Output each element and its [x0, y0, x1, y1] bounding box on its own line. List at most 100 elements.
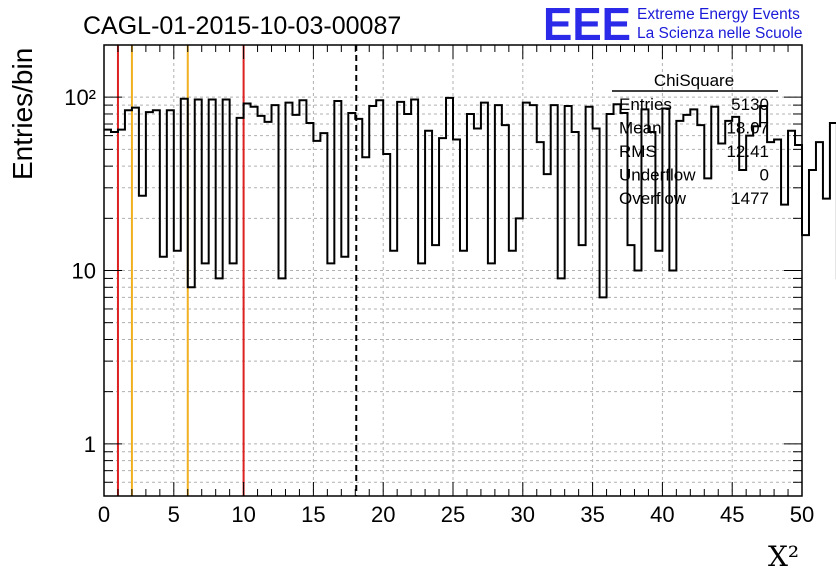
histogram-bin — [732, 117, 739, 496]
histogram-bin — [523, 103, 530, 496]
logo-line-1: Extreme Energy Events — [637, 6, 800, 23]
histogram-bin — [313, 141, 320, 496]
histogram-bin — [739, 170, 746, 496]
histogram-bin — [565, 106, 572, 496]
histogram-bin — [558, 278, 565, 496]
stats-value: 0 — [760, 166, 769, 185]
histogram-bin — [516, 218, 523, 496]
histogram-bin — [718, 144, 725, 496]
histogram-bin — [697, 125, 704, 496]
histogram-bin — [648, 132, 655, 496]
stats-label: Overflow — [619, 189, 687, 208]
histogram-bin — [237, 118, 244, 496]
stats-box: ChiSquare Entries 5130 Mean 18.07 RMS 12.41 Un… — [612, 71, 778, 208]
stats-title: ChiSquare — [654, 71, 734, 90]
x-tick-label: 20 — [371, 502, 395, 527]
histogram-bin — [530, 105, 537, 496]
logo-mark: EEE — [543, 0, 631, 50]
histogram-bin — [279, 278, 286, 496]
y-axis-label: Entries/bin — [7, 48, 38, 180]
histogram-bin — [376, 100, 383, 496]
histogram-outline — [104, 96, 836, 299]
histogram-bin — [809, 170, 816, 496]
histogram-bin — [139, 196, 146, 496]
histogram-bin — [788, 131, 795, 496]
histogram-bin — [544, 174, 551, 496]
histogram-bin — [167, 110, 174, 496]
histogram-bin — [823, 199, 830, 496]
histogram — [104, 96, 836, 497]
histogram-bin — [704, 178, 711, 496]
histogram-bin — [669, 271, 676, 497]
stats-value: 5130 — [731, 95, 769, 114]
histogram-bin — [160, 257, 167, 496]
stats-label: Mean — [619, 119, 662, 138]
histogram-bin — [502, 125, 509, 496]
histogram-bin — [781, 205, 788, 496]
histogram-bin — [711, 107, 718, 496]
histogram-bin — [586, 107, 593, 496]
histogram-bin — [216, 278, 223, 496]
histogram-bin — [111, 132, 118, 496]
x-tick-label: 50 — [790, 502, 814, 527]
histogram-bin — [467, 114, 474, 496]
x-tick-label: 10 — [231, 502, 255, 527]
stats-label: Entries — [619, 95, 672, 114]
stats-label: Underflow — [619, 166, 696, 185]
histogram-bin — [579, 245, 586, 496]
histogram-bin — [383, 154, 390, 496]
histogram-bin — [258, 116, 265, 496]
x-axis-ticks: 0 5 10 15 20 25 30 35 40 45 50 — [98, 45, 814, 527]
histogram-bin — [634, 271, 641, 497]
histogram-bin — [306, 123, 313, 496]
histogram-bin — [600, 297, 607, 496]
y-axis-ticks: 1 10 10² — [64, 44, 802, 497]
logo-line-2: La Scienza nelle Scuole — [637, 25, 802, 42]
x-tick-label: 30 — [511, 502, 535, 527]
histogram-bin — [146, 112, 153, 496]
stats-value: 1477 — [731, 189, 769, 208]
histogram-bin — [334, 101, 341, 496]
histogram-bin — [551, 105, 558, 496]
histogram-bin — [397, 102, 404, 496]
histogram-bin — [474, 128, 481, 496]
histogram-bin — [537, 142, 544, 496]
histogram-bin — [593, 128, 600, 496]
y-tick-label: 10 — [72, 259, 96, 284]
histogram-bin — [425, 131, 432, 496]
histogram-bin — [285, 103, 292, 496]
histogram-bin — [299, 100, 306, 496]
histogram-bin — [104, 130, 111, 496]
eee-logo: EEE Extreme Energy Events La Scienza nel… — [543, 0, 802, 50]
histogram-bin — [432, 245, 439, 496]
histogram-bin — [125, 110, 132, 496]
histogram-bin — [348, 113, 355, 496]
histogram-bin — [292, 115, 299, 496]
x-tick-label: 25 — [441, 502, 465, 527]
histogram-bin — [774, 139, 781, 496]
x-axis-label: X² — [768, 540, 799, 572]
histogram-bin — [481, 103, 488, 496]
histogram-bin — [802, 235, 809, 496]
x-tick-label: 0 — [98, 502, 110, 527]
x-tick-label: 15 — [301, 502, 325, 527]
stats-value: 18.07 — [726, 119, 769, 138]
histogram-bin — [404, 114, 411, 496]
histogram-bin — [153, 110, 160, 496]
histogram-bin — [251, 107, 258, 496]
stats-label: RMS — [619, 142, 657, 161]
histogram-bin — [607, 114, 614, 496]
histogram-bin — [244, 103, 251, 496]
histogram-bin — [439, 138, 446, 496]
x-tick-label: 40 — [650, 502, 674, 527]
histogram-bin — [341, 257, 348, 496]
chart-title: CAGL-01-2015-10-03-00087 — [83, 12, 401, 40]
histogram-bin — [760, 106, 767, 496]
histogram-bin — [816, 142, 823, 496]
histogram-bin — [362, 157, 369, 496]
histogram-bin — [614, 104, 621, 496]
histogram-bin — [118, 130, 125, 496]
histogram-bin — [495, 105, 502, 496]
stats-value: 12.41 — [726, 142, 769, 161]
